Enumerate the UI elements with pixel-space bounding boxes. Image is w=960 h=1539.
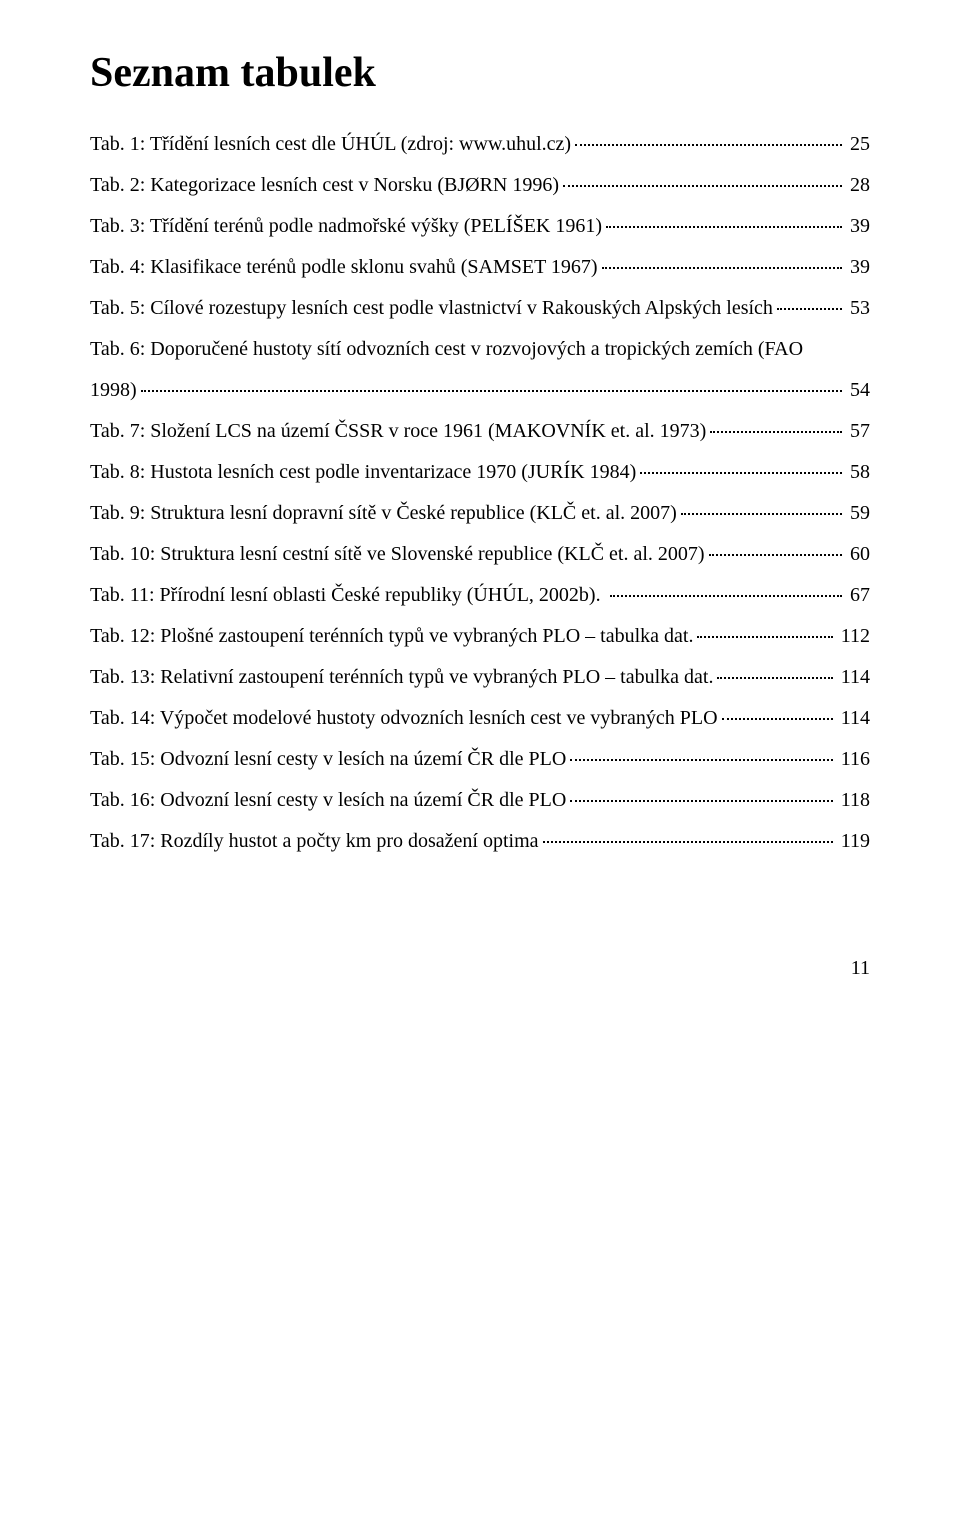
toc-entry-label: Tab. 3: Třídění terénů podle nadmořské v… <box>90 206 602 247</box>
toc-entry: Tab. 5: Cílové rozestupy lesních cest po… <box>90 288 870 329</box>
toc-entry: Tab. 14: Výpočet modelové hustoty odvozn… <box>90 698 870 739</box>
toc-leader <box>610 577 842 597</box>
toc-entry-label: Tab. 14: Výpočet modelové hustoty odvozn… <box>90 698 718 739</box>
toc-list: Tab. 1: Třídění lesních cest dle ÚHÚL (z… <box>90 124 870 862</box>
toc-entry: Tab. 1: Třídění lesních cest dle ÚHÚL (z… <box>90 124 870 165</box>
toc-entry: Tab. 3: Třídění terénů podle nadmořské v… <box>90 206 870 247</box>
toc-entry-page: 58 <box>846 452 870 493</box>
toc-entry-label: Tab. 8: Hustota lesních cest podle inven… <box>90 452 636 493</box>
toc-entry-page: 54 <box>846 370 870 411</box>
toc-leader <box>543 823 833 843</box>
toc-entry-label: Tab. 9: Struktura lesní dopravní sítě v … <box>90 493 677 534</box>
toc-entry-label: Tab. 2: Kategorizace lesních cest v Nors… <box>90 165 559 206</box>
toc-entry-label: Tab. 16: Odvozní lesní cesty v lesích na… <box>90 780 566 821</box>
toc-leader <box>570 782 832 802</box>
toc-entry-label: 1998) <box>90 370 137 411</box>
toc-entry: Tab. 13: Relativní zastoupení terénních … <box>90 657 870 698</box>
page-number: 11 <box>90 957 870 980</box>
toc-leader <box>722 700 833 720</box>
toc-entry-page: 112 <box>837 616 870 657</box>
toc-entry-label: Tab. 17: Rozdíly hustot a počty km pro d… <box>90 821 539 862</box>
toc-entry-page: 25 <box>846 124 870 165</box>
toc-leader <box>575 126 842 146</box>
toc-leader <box>570 741 832 761</box>
toc-leader <box>563 167 842 187</box>
toc-entry-label: Tab. 7: Složení LCS na území ČSSR v roce… <box>90 411 706 452</box>
toc-entry-page: 114 <box>837 657 870 698</box>
toc-entry: Tab. 2: Kategorizace lesních cest v Nors… <box>90 165 870 206</box>
toc-entry-page: 39 <box>846 206 870 247</box>
toc-entry-page: 114 <box>837 698 870 739</box>
toc-leader <box>640 454 842 474</box>
toc-entry-page: 57 <box>846 411 870 452</box>
toc-entry: Tab. 9: Struktura lesní dopravní sítě v … <box>90 493 870 534</box>
toc-entry: Tab. 12: Plošné zastoupení terénních typ… <box>90 616 870 657</box>
toc-leader <box>717 659 832 679</box>
toc-entry-page: 28 <box>846 165 870 206</box>
toc-entry: Tab. 11: Přírodní lesní oblasti České re… <box>90 575 870 616</box>
toc-entry-page: 39 <box>846 247 870 288</box>
toc-entry: Tab. 16: Odvozní lesní cesty v lesích na… <box>90 780 870 821</box>
toc-leader <box>777 290 842 310</box>
toc-entry-page: 53 <box>846 288 870 329</box>
toc-leader <box>681 495 842 515</box>
toc-leader <box>697 618 832 638</box>
toc-entry-label: Tab. 13: Relativní zastoupení terénních … <box>90 657 713 698</box>
toc-entry-label: Tab. 5: Cílové rozestupy lesních cest po… <box>90 288 773 329</box>
page-title: Seznam tabulek <box>90 50 870 96</box>
toc-entry-page: 60 <box>846 534 870 575</box>
toc-entry-label: Tab. 4: Klasifikace terénů podle sklonu … <box>90 247 598 288</box>
toc-entry-page: 116 <box>837 739 870 780</box>
toc-entry-label: Tab. 11: Přírodní lesní oblasti České re… <box>90 575 606 616</box>
toc-entry-page: 119 <box>837 821 870 862</box>
toc-entry-page: 59 <box>846 493 870 534</box>
toc-leader <box>709 536 842 556</box>
toc-entry: Tab. 17: Rozdíly hustot a počty km pro d… <box>90 821 870 862</box>
toc-leader <box>710 413 842 433</box>
toc-entry: Tab. 15: Odvozní lesní cesty v lesích na… <box>90 739 870 780</box>
toc-entry-label: Tab. 1: Třídění lesních cest dle ÚHÚL (z… <box>90 124 571 165</box>
toc-entry-page: 118 <box>837 780 870 821</box>
toc-entry: Tab. 8: Hustota lesních cest podle inven… <box>90 452 870 493</box>
toc-entry-page: 67 <box>846 575 870 616</box>
toc-leader <box>602 249 842 269</box>
toc-entry: Tab. 4: Klasifikace terénů podle sklonu … <box>90 247 870 288</box>
toc-entry-label: Tab. 6: Doporučené hustoty sítí odvozníc… <box>90 329 870 370</box>
toc-entry-label: Tab. 10: Struktura lesní cestní sítě ve … <box>90 534 705 575</box>
toc-leader <box>606 208 842 228</box>
toc-leader <box>141 372 842 392</box>
toc-entry: Tab. 6: Doporučené hustoty sítí odvozníc… <box>90 329 870 411</box>
toc-entry: Tab. 7: Složení LCS na území ČSSR v roce… <box>90 411 870 452</box>
toc-entry-label: Tab. 15: Odvozní lesní cesty v lesích na… <box>90 739 566 780</box>
toc-entry: Tab. 10: Struktura lesní cestní sítě ve … <box>90 534 870 575</box>
toc-entry-label: Tab. 12: Plošné zastoupení terénních typ… <box>90 616 693 657</box>
